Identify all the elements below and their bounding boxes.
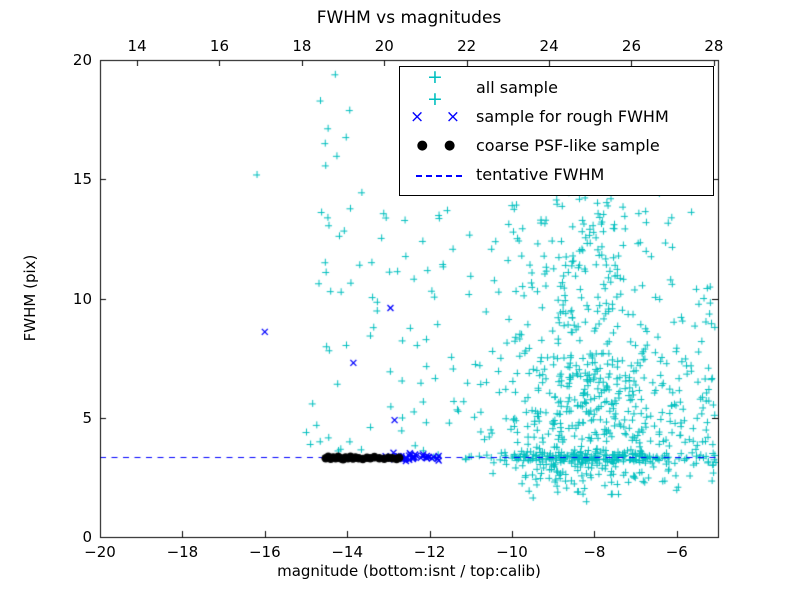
top-tick-label: 24	[539, 37, 559, 55]
dashed-line-icon	[410, 165, 468, 184]
top-tick-label: 28	[704, 37, 724, 55]
legend-entry-tentative-fwhm: tentative FWHM	[400, 160, 713, 189]
top-tick-label: 26	[621, 37, 642, 55]
y-axis-label: FWHM (pix)	[21, 254, 39, 342]
legend-label: sample for rough FWHM	[476, 107, 669, 126]
y-tick-label: 10	[72, 289, 92, 308]
legend-entry-all-sample: + + all sample	[400, 66, 713, 110]
top-tick-label: 16	[209, 37, 230, 55]
x-axis-label: magnitude (bottom:isnt / top:calib)	[277, 562, 541, 580]
y-tick-label: 0	[82, 528, 92, 546]
y-tick-label: 5	[82, 408, 92, 427]
top-tick-label: 14	[127, 37, 147, 55]
x-tick-label: −16	[248, 543, 281, 561]
x-tick-label: −18	[166, 543, 199, 561]
legend-entry-rough-fwhm: × × sample for rough FWHM	[400, 102, 713, 131]
legend-entry-coarse-psf: ● ● coarse PSF-like sample	[400, 131, 713, 160]
x-marker-icon: × ×	[410, 106, 468, 127]
x-tick-label: −20	[84, 543, 116, 561]
dot-marker-icon: ● ●	[416, 138, 462, 153]
x-tick-label: −10	[496, 543, 528, 561]
chart-title: FWHM vs magnitudes	[316, 8, 502, 28]
legend: + + all sample × × sample for rough FWHM…	[399, 66, 714, 196]
legend-label: coarse PSF-like sample	[476, 136, 660, 155]
plus-marker-icon: + +	[427, 65, 451, 110]
legend-label: all sample	[476, 78, 558, 97]
top-tick-label: 18	[292, 37, 312, 55]
y-tick-label: 15	[72, 170, 92, 189]
top-tick-label: 22	[457, 37, 477, 55]
y-tick-label: 20	[72, 51, 92, 69]
legend-label: tentative FWHM	[476, 165, 605, 184]
x-tick-label: −14	[331, 543, 364, 561]
x-tick-label: −12	[413, 543, 446, 561]
x-tick-label: −8	[583, 543, 606, 561]
x-tick-label: −6	[665, 543, 688, 561]
top-tick-label: 20	[374, 37, 394, 55]
